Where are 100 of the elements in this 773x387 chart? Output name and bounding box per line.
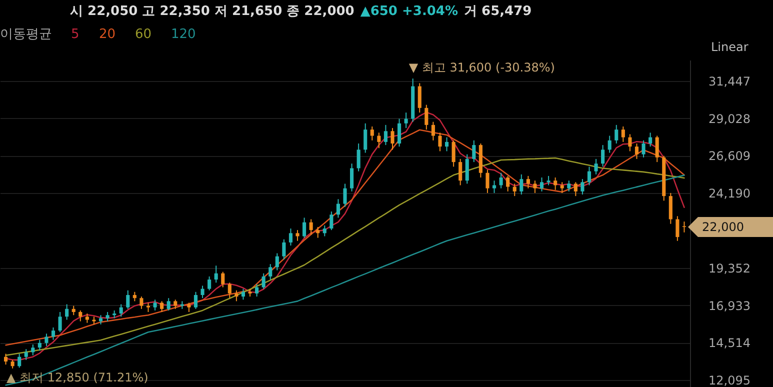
candlestick [424, 104, 428, 130]
candlestick [520, 174, 524, 196]
candlestick [601, 144, 605, 168]
y-tick-label: 26,609 [708, 149, 750, 164]
candlestick [38, 339, 42, 352]
candlestick [526, 175, 530, 189]
candlestick [330, 211, 334, 231]
candlestick [18, 353, 22, 368]
candlestick [540, 177, 544, 192]
candlestick [499, 172, 503, 189]
candlestick [560, 182, 564, 194]
candlestick [72, 305, 76, 316]
candlestick [465, 154, 469, 184]
candlestick [51, 326, 56, 340]
candlestick [268, 264, 272, 280]
text: Linear [711, 40, 748, 54]
candlestick [78, 310, 82, 322]
line-series [5, 157, 685, 356]
candlestick [255, 284, 259, 298]
candlestick [655, 135, 659, 163]
candlestick [384, 124, 388, 146]
annotation: ▼ 최고 31,600 (-30.38%) [408, 60, 555, 75]
candlestick [567, 180, 571, 192]
candlestick [628, 134, 632, 152]
candlestick [187, 302, 191, 313]
candlestick [634, 142, 639, 160]
candlestick [174, 299, 178, 310]
candlestick [621, 126, 625, 142]
price-tag: 22,000 [688, 216, 773, 237]
legend-title: 이동평균 [0, 27, 52, 42]
candlestick [85, 313, 89, 324]
candlestick [356, 142, 360, 172]
candlestick [574, 182, 578, 197]
candlestick [431, 121, 435, 141]
candlestick [140, 296, 144, 310]
candlestick [350, 163, 354, 192]
candlestick [146, 302, 150, 313]
candlestick [322, 224, 326, 237]
candlestick [404, 112, 408, 129]
candlestick [44, 333, 48, 347]
text: 5 [71, 26, 80, 42]
candlestick [682, 221, 686, 233]
candlestick [554, 177, 558, 190]
candlestick [390, 128, 394, 150]
candlestick [58, 312, 62, 333]
y-tick-label: 19,352 [708, 261, 750, 276]
candlestick [492, 180, 496, 194]
candlestick [587, 166, 592, 186]
candlestick [98, 314, 103, 325]
text: 시 22,050 고 22,350 저 21,650 종 22,000 [70, 4, 354, 19]
y-tick-label: 14,514 [708, 336, 750, 350]
candlestick [208, 276, 212, 291]
candlestick [132, 291, 136, 302]
y-tick-label: 16,933 [708, 298, 750, 313]
candlestick [309, 218, 313, 236]
candlestick [438, 132, 442, 152]
text: ▲650 +3.04% [360, 4, 458, 19]
candlestick [397, 118, 402, 148]
candlestick [608, 135, 612, 154]
candlestick [364, 122, 368, 154]
y-tick-label: 12,095 [708, 374, 750, 387]
candlestick [668, 192, 672, 224]
y-tick-label: 31,447 [708, 74, 750, 88]
candlestick [302, 217, 306, 238]
candlestick [194, 291, 198, 310]
candlestick [506, 175, 510, 192]
candlestick [444, 136, 449, 152]
candlestick [160, 300, 164, 313]
text: 120 [171, 26, 196, 42]
candlestick [31, 344, 35, 356]
candlestick [533, 180, 537, 194]
candlestick [642, 140, 646, 158]
line-series [5, 174, 685, 386]
text: 60 [135, 26, 152, 42]
candlestick [296, 230, 300, 242]
candlestick [472, 140, 476, 163]
candlestick [288, 228, 293, 246]
y-tick-label: 24,190 [708, 186, 750, 201]
candlestick [377, 132, 381, 149]
candlestick [594, 158, 598, 175]
candlestick [512, 183, 516, 197]
candlestick [262, 272, 266, 290]
candlestick [24, 348, 28, 360]
text: 거 65,479 [464, 4, 532, 19]
candlestick [648, 132, 652, 148]
candlestick [153, 299, 157, 311]
y-tick-label: 29,028 [708, 112, 750, 126]
candlestick [4, 353, 8, 366]
candlestick [486, 169, 490, 194]
candlestick [126, 290, 130, 310]
candlestick [200, 285, 204, 299]
candlestick [106, 312, 110, 322]
candlestick [546, 175, 550, 186]
candlestick [343, 183, 347, 208]
candlestick [452, 140, 456, 168]
candlestick [119, 304, 123, 318]
candlestick [336, 198, 340, 218]
candlestick [370, 126, 374, 141]
candlestick [228, 282, 232, 299]
candlestick [234, 290, 238, 302]
